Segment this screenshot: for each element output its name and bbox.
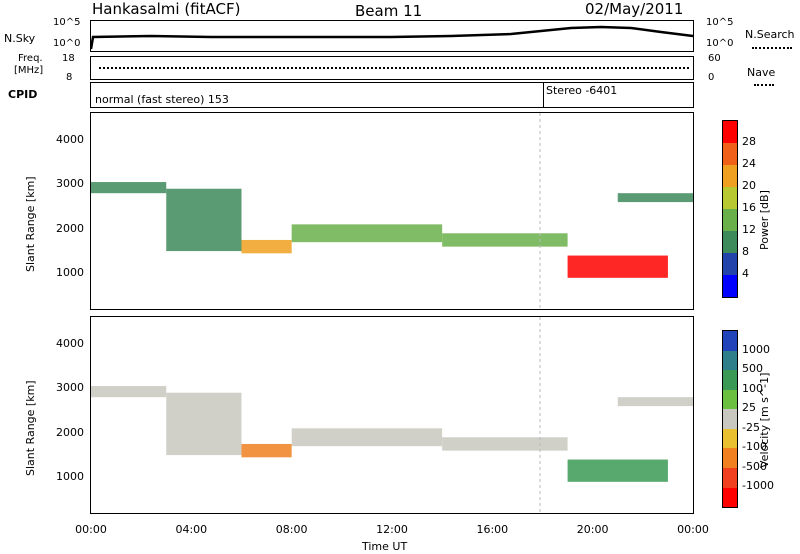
noise-left-label: N.Sky: [4, 32, 36, 45]
velocity-ylabel: Slant Range [km]: [24, 380, 37, 476]
power-colorbar-tick: 24: [742, 157, 756, 170]
power-colorbar-segment: [723, 143, 737, 165]
power-colorbar-segment: [723, 121, 737, 143]
freq-left-tick-top: 18: [62, 53, 75, 64]
power-band-0: [91, 182, 167, 194]
velocity-colorbar-segment: [723, 487, 737, 508]
nsearch-legend-line: [752, 47, 792, 49]
velocity-ytick-4000: 4000: [56, 336, 84, 350]
nave-label: Nave: [747, 66, 776, 79]
power-band-1: [166, 188, 242, 252]
noise-panel: [90, 20, 694, 52]
xaxis-tick: 00:00: [75, 523, 107, 536]
freq-right-tick-bottom: 0: [708, 72, 715, 83]
power-colorbar-tick: 20: [742, 179, 756, 192]
velocity-colorbar-tick: 25: [742, 401, 756, 415]
power-band-2: [241, 239, 292, 254]
velocity-colorbar-segment: [723, 350, 737, 371]
station-title: Hankasalmi (fitACF): [92, 0, 241, 18]
power-colorbar-segment: [723, 165, 737, 187]
power-colorbar-tick: 8: [742, 245, 749, 258]
velocity-heatmap: [91, 317, 693, 513]
cpid-mode1: normal (fast stereo) 153: [95, 93, 229, 106]
velocity-colorbar-tick: -1000: [742, 479, 774, 493]
velocity-colorbar: [722, 330, 738, 508]
power-ytick-4000: 4000: [56, 132, 84, 146]
freq-right-tick-top: 60: [708, 53, 721, 64]
velocity-band-6: [617, 397, 693, 407]
velocity-colorbar-segment: [723, 370, 737, 390]
beam-title: Beam 11: [355, 2, 423, 20]
power-heatmap: [91, 113, 693, 309]
freq-panel: [90, 56, 694, 80]
date-title: 02/May/2011: [585, 0, 684, 18]
power-colorbar: [722, 120, 738, 298]
power-band-5: [567, 255, 668, 278]
noise-right-label: N.Search: [745, 28, 795, 41]
power-band-6: [617, 193, 693, 203]
cpid-divider: [543, 83, 544, 107]
xaxis-label: Time UT: [362, 540, 408, 553]
velocity-colorbar-segment: [723, 389, 737, 410]
power-panel: [90, 112, 694, 310]
velocity-colorbar-segment: [723, 467, 737, 488]
velocity-colorbar-label: Velocity [m s^-1]: [758, 372, 771, 468]
velocity-band-1: [166, 392, 242, 456]
velocity-band-2: [241, 443, 292, 458]
power-colorbar-segment: [723, 187, 737, 209]
noise-left-tick-top: 10^5: [53, 17, 81, 28]
velocity-band-0: [91, 386, 167, 398]
noise-right-tick-bottom: 10^0: [706, 38, 734, 49]
velocity-ytick-3000: 3000: [56, 381, 84, 395]
freq-label-line2: [MHz]: [14, 65, 44, 76]
power-colorbar-tick: 12: [742, 223, 756, 236]
velocity-colorbar-segment: [723, 428, 737, 449]
velocity-ytick-1000: 1000: [56, 470, 84, 484]
power-colorbar-segment: [723, 209, 737, 231]
velocity-colorbar-tick: -25: [742, 420, 760, 434]
power-ytick-3000: 3000: [56, 177, 84, 191]
power-colorbar-label: Power [dB]: [758, 190, 771, 250]
velocity-band-5: [567, 459, 668, 482]
power-colorbar-tick: 4: [742, 267, 749, 280]
power-colorbar-segment: [723, 253, 737, 275]
velocity-panel: [90, 316, 694, 514]
velocity-colorbar-tick: 500: [742, 362, 763, 376]
nave-legend-line: [754, 84, 774, 86]
power-ytick-2000: 2000: [56, 221, 84, 235]
power-colorbar-tick: 28: [742, 135, 756, 148]
xaxis-tick: 12:00: [376, 523, 408, 536]
freq-label-line1: Freq.: [18, 53, 43, 64]
velocity-colorbar-tick: 1000: [742, 342, 770, 356]
cpid-mode2: Stereo -6401: [546, 84, 618, 97]
power-band-4: [442, 233, 568, 247]
velocity-colorbar-tick: -500: [742, 459, 767, 473]
cpid-label: CPID: [8, 88, 38, 101]
power-colorbar-segment: [723, 275, 737, 297]
velocity-ytick-2000: 2000: [56, 425, 84, 439]
xaxis-tick: 00:00: [677, 523, 709, 536]
velocity-colorbar-segment: [723, 448, 737, 468]
noise-trace: [91, 25, 693, 50]
power-colorbar-segment: [723, 231, 737, 253]
velocity-colorbar-segment: [723, 331, 737, 351]
xaxis-tick: 04:00: [175, 523, 208, 536]
power-band-3: [291, 224, 443, 243]
velocity-band-4: [442, 437, 568, 451]
noise-left-tick-bottom: 10^0: [53, 38, 81, 49]
power-colorbar-tick: 16: [742, 201, 756, 214]
xaxis-tick: 20:00: [576, 523, 609, 536]
velocity-band-3: [291, 428, 443, 447]
velocity-colorbar-segment: [723, 409, 737, 429]
xaxis-tick: 08:00: [275, 523, 308, 536]
power-ylabel: Slant Range [km]: [24, 176, 37, 272]
cpid-panel: [90, 82, 694, 108]
freq-left-tick-bottom: 8: [66, 72, 73, 83]
noise-right-tick-top: 10^5: [706, 17, 734, 28]
power-ytick-1000: 1000: [56, 266, 84, 280]
xaxis-tick: 16:00: [476, 523, 509, 536]
velocity-colorbar-tick: 100: [742, 381, 763, 395]
velocity-colorbar-tick: -100: [742, 440, 767, 454]
freq-trace: [99, 67, 689, 69]
